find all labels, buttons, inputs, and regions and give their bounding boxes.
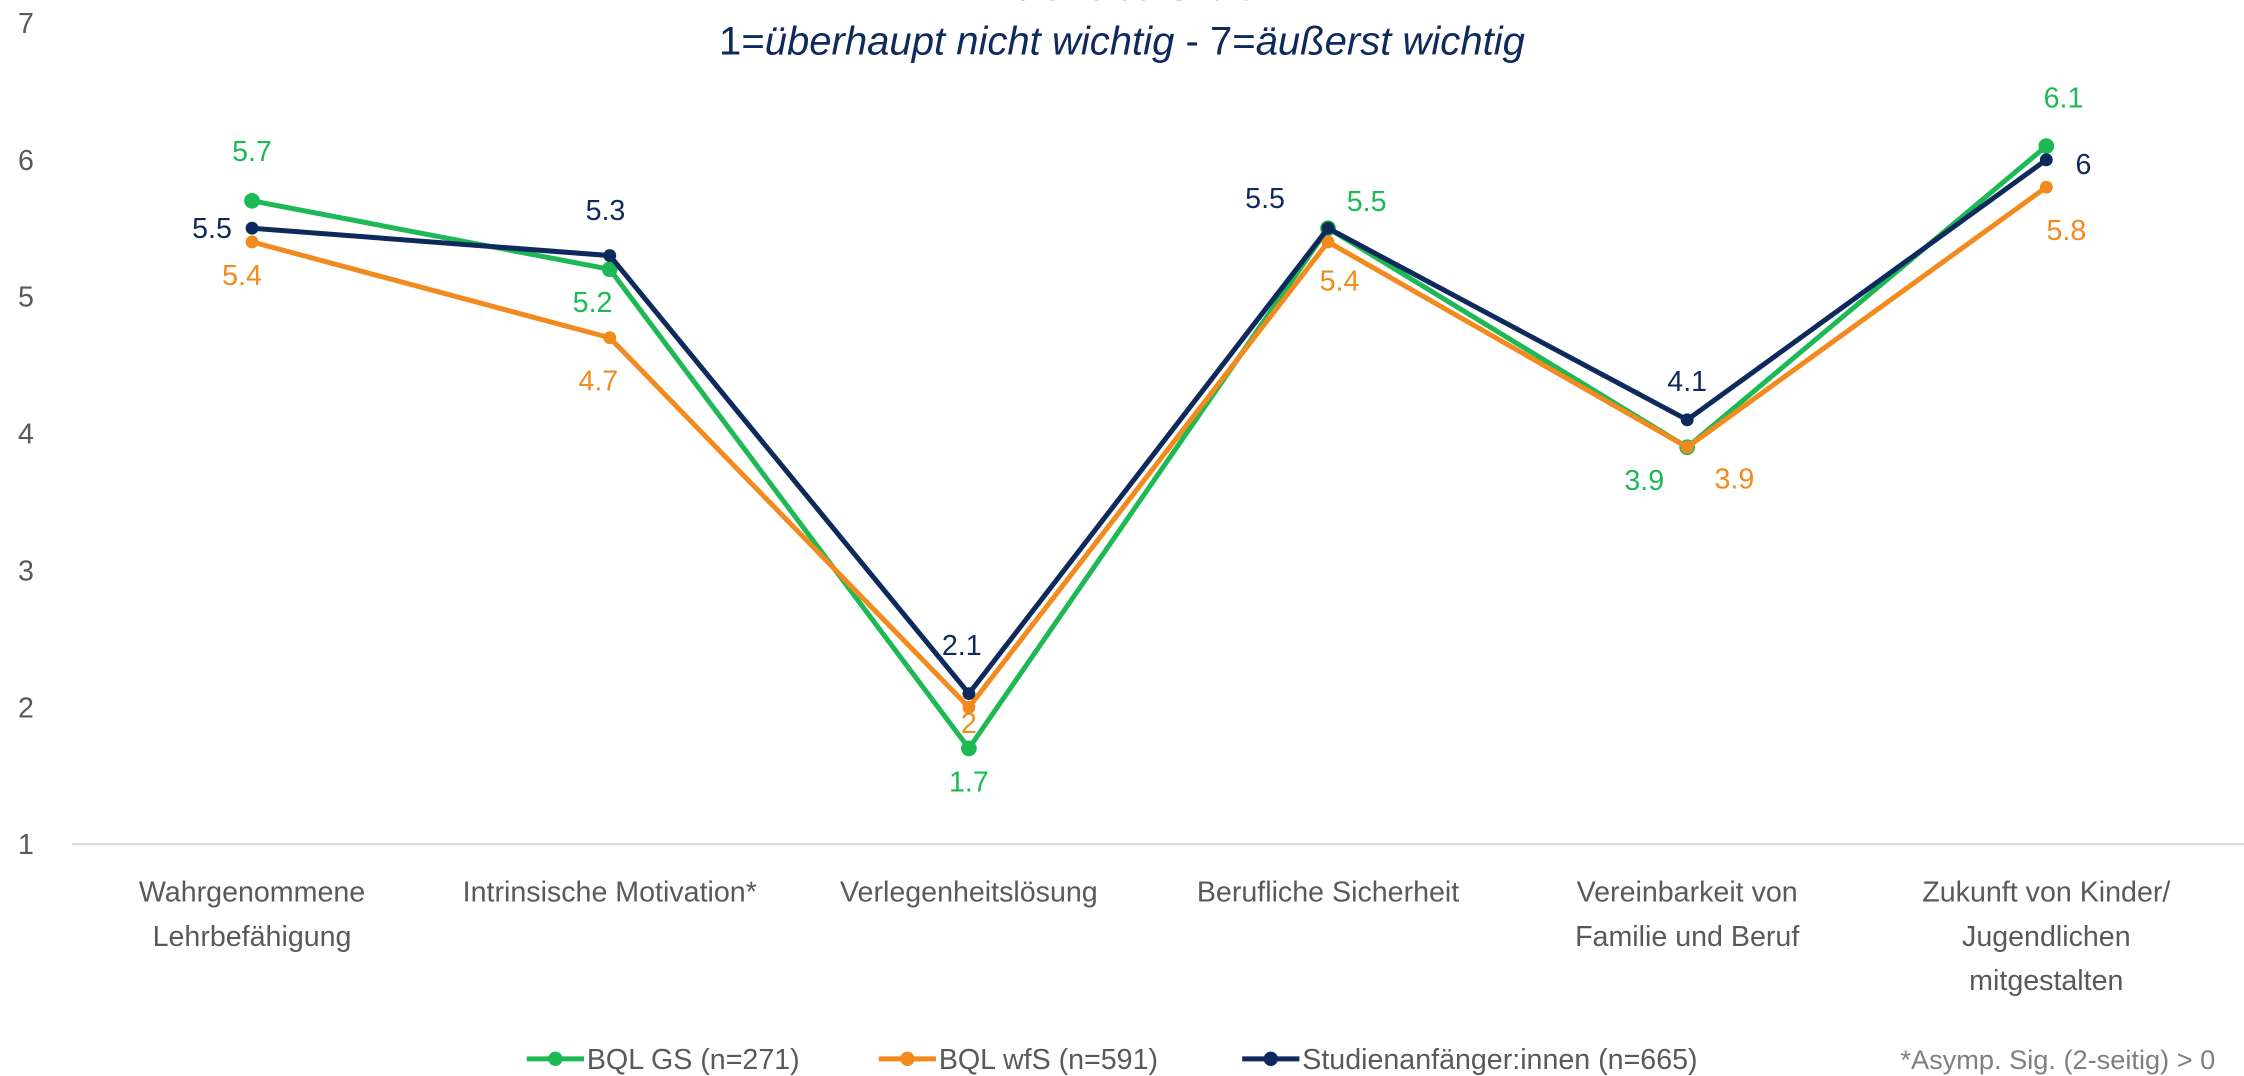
data-point [2039,153,2053,167]
subtitle-part: - 7= [1174,19,1255,63]
series-line [251,185,2048,712]
data-label: 2 [961,708,977,740]
subtitle-part: äußerst wichtig [1256,19,1525,63]
legend-marker [900,1051,915,1066]
data-point [244,192,260,209]
data-point [1680,413,1694,427]
data-point [1321,235,1335,249]
data-point [245,235,259,249]
data-label: 5.2 [573,287,613,319]
x-tick-label: Jugendlichen [1962,921,2131,953]
data-label: 3.9 [1715,464,1755,496]
chart-title: Fit-Choice-Skala [985,0,1260,8]
legend-label: BQL wfS (n=591) [939,1044,1158,1076]
data-label: 5.4 [222,260,262,292]
data-label: 3.9 [1624,465,1664,497]
data-label: 5.8 [2046,215,2086,247]
data-point [962,700,976,714]
x-tick-label: Intrinsische Motivation* [463,876,757,908]
data-label: 5.5 [1347,186,1387,218]
x-tick-label: Wahrgenommene [139,876,365,908]
subtitle-part: überhaupt nicht wichtig [765,19,1175,63]
legend-label: BQL GS (n=271) [587,1044,800,1076]
data-label: 5.3 [586,195,626,227]
x-tick-label: Familie und Beruf [1575,921,1799,953]
data-point [603,249,617,263]
y-tick-label: 1 [18,829,34,861]
x-tick-label: mitgestalten [1969,965,2123,997]
x-tick-label: Vereinbarkeit von [1577,876,1798,908]
data-point [603,331,617,345]
data-point [1321,221,1335,235]
data-label: 4.1 [1667,366,1707,398]
series-line [251,144,2048,753]
footnote: *Asymp. Sig. (2-seitig) > 0 [1900,1044,2215,1075]
data-label: 5.4 [1320,266,1360,298]
y-tick-label: 7 [18,8,34,40]
x-tick-label: Lehrbefähigung [153,921,352,953]
chart-subtitle: 1=überhaupt nicht wichtig - 7=äußerst wi… [719,19,1525,63]
data-label: 5.5 [192,213,232,245]
data-label: 6.1 [2044,82,2084,114]
y-tick-label: 3 [18,555,34,587]
x-tick-label: Berufliche Sicherheit [1197,876,1459,908]
data-label: 4.7 [578,366,618,398]
y-tick-label: 5 [18,282,34,314]
legend-label: Studienanfänger:innen (n=665) [1302,1044,1697,1076]
legend-marker [548,1051,563,1066]
legend-marker [1263,1051,1278,1066]
subtitle-part: 1= [719,19,765,63]
data-point [601,261,618,278]
x-tick-label: Verlegenheitslösung [840,876,1098,908]
data-label: 6 [2076,149,2092,181]
data-point [962,687,976,701]
data-label: 2.1 [942,630,982,662]
data-point [245,221,259,235]
data-point [1680,440,1694,454]
data-label: 5.7 [232,136,272,168]
data-point [2039,180,2053,194]
y-tick-label: 6 [18,145,34,177]
data-point [2038,138,2055,154]
data-label: 5.5 [1245,183,1285,215]
data-label: 1.7 [949,766,989,798]
x-tick-label: Zukunft von Kinder/ [1922,876,2170,908]
y-tick-label: 2 [18,692,34,724]
data-point [961,740,977,757]
y-tick-label: 4 [18,419,34,451]
series-line [251,157,2048,698]
